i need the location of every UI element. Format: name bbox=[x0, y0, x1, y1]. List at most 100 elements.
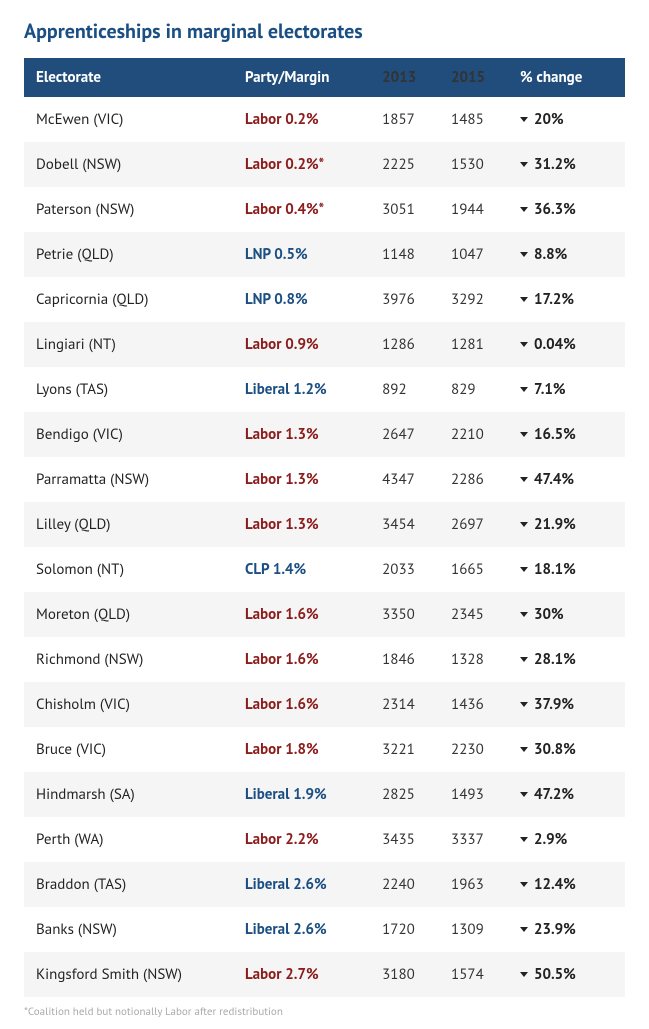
col-electorate: Electorate bbox=[24, 58, 233, 97]
change-value: 0.04% bbox=[534, 335, 576, 354]
cell-change: 47.4% bbox=[508, 457, 625, 502]
table-row: Lyons (TAS)Liberal 1.2%8928297.1% bbox=[24, 367, 625, 412]
cell-electorate: McEwen (VIC) bbox=[24, 97, 233, 142]
cell-2015: 2345 bbox=[439, 592, 508, 637]
cell-electorate: Capricornia (QLD) bbox=[24, 277, 233, 322]
change-value: 12.4% bbox=[534, 875, 576, 894]
cell-2015: 1530 bbox=[439, 142, 508, 187]
cell-electorate: Braddon (TAS) bbox=[24, 862, 233, 907]
cell-party-margin: Labor 0.2%* bbox=[233, 142, 370, 187]
cell-2013: 892 bbox=[370, 367, 439, 412]
cell-change: 0.04% bbox=[508, 322, 625, 367]
caret-down-icon bbox=[520, 612, 528, 617]
table-row: McEwen (VIC)Labor 0.2%1857148520% bbox=[24, 97, 625, 142]
cell-2013: 2225 bbox=[370, 142, 439, 187]
cell-change: 50.5% bbox=[508, 952, 625, 997]
cell-party-margin: Labor 1.6% bbox=[233, 637, 370, 682]
cell-change: 2.9% bbox=[508, 817, 625, 862]
cell-party-margin: Labor 1.3% bbox=[233, 412, 370, 457]
table-row: Solomon (NT)CLP 1.4%2033166518.1% bbox=[24, 547, 625, 592]
cell-party-margin: Liberal 2.6% bbox=[233, 862, 370, 907]
table-row: Banks (NSW)Liberal 2.6%1720130923.9% bbox=[24, 907, 625, 952]
cell-party-margin: Labor 0.2% bbox=[233, 97, 370, 142]
cell-change: 23.9% bbox=[508, 907, 625, 952]
cell-change: 36.3% bbox=[508, 187, 625, 232]
cell-2013: 1720 bbox=[370, 907, 439, 952]
change-value: 16.5% bbox=[534, 425, 576, 444]
cell-electorate: Perth (WA) bbox=[24, 817, 233, 862]
caret-down-icon bbox=[520, 432, 528, 437]
caret-down-icon bbox=[520, 162, 528, 167]
cell-party-margin: Liberal 1.2% bbox=[233, 367, 370, 412]
cell-2013: 4347 bbox=[370, 457, 439, 502]
col-2015: 2015 bbox=[439, 58, 508, 97]
cell-electorate: Lyons (TAS) bbox=[24, 367, 233, 412]
cell-electorate: Banks (NSW) bbox=[24, 907, 233, 952]
cell-change: 30.8% bbox=[508, 727, 625, 772]
change-value: 18.1% bbox=[534, 560, 576, 579]
table-row: Kingsford Smith (NSW)Labor 2.7%318015745… bbox=[24, 952, 625, 997]
caret-down-icon bbox=[520, 207, 528, 212]
cell-electorate: Moreton (QLD) bbox=[24, 592, 233, 637]
caret-down-icon bbox=[520, 342, 528, 347]
cell-2015: 2210 bbox=[439, 412, 508, 457]
caret-down-icon bbox=[520, 567, 528, 572]
caret-down-icon bbox=[520, 477, 528, 482]
cell-electorate: Bruce (VIC) bbox=[24, 727, 233, 772]
change-value: 7.1% bbox=[534, 380, 566, 399]
cell-party-margin: LNP 0.8% bbox=[233, 277, 370, 322]
cell-party-margin: Labor 2.2% bbox=[233, 817, 370, 862]
cell-change: 21.9% bbox=[508, 502, 625, 547]
cell-2015: 1328 bbox=[439, 637, 508, 682]
cell-party-margin: CLP 1.4% bbox=[233, 547, 370, 592]
cell-change: 18.1% bbox=[508, 547, 625, 592]
cell-change: 8.8% bbox=[508, 232, 625, 277]
cell-electorate: Petrie (QLD) bbox=[24, 232, 233, 277]
cell-change: 28.1% bbox=[508, 637, 625, 682]
table-row: Lilley (QLD)Labor 1.3%3454269721.9% bbox=[24, 502, 625, 547]
cell-2013: 3180 bbox=[370, 952, 439, 997]
change-value: 23.9% bbox=[534, 920, 576, 939]
table-row: Paterson (NSW)Labor 0.4%*3051194436.3% bbox=[24, 187, 625, 232]
cell-party-margin: Labor 1.6% bbox=[233, 592, 370, 637]
caret-down-icon bbox=[520, 657, 528, 662]
change-value: 37.9% bbox=[534, 695, 574, 714]
table-row: Moreton (QLD)Labor 1.6%3350234530% bbox=[24, 592, 625, 637]
cell-2015: 1574 bbox=[439, 952, 508, 997]
cell-electorate: Richmond (NSW) bbox=[24, 637, 233, 682]
change-value: 50.5% bbox=[534, 965, 576, 984]
caret-down-icon bbox=[520, 522, 528, 527]
cell-2015: 1281 bbox=[439, 322, 508, 367]
cell-2015: 1436 bbox=[439, 682, 508, 727]
change-value: 8.8% bbox=[534, 245, 567, 264]
cell-2013: 2314 bbox=[370, 682, 439, 727]
cell-2013: 3435 bbox=[370, 817, 439, 862]
change-value: 30.8% bbox=[534, 740, 576, 759]
cell-party-margin: Labor 2.7% bbox=[233, 952, 370, 997]
cell-2013: 2647 bbox=[370, 412, 439, 457]
cell-2013: 3221 bbox=[370, 727, 439, 772]
cell-2015: 1665 bbox=[439, 547, 508, 592]
caret-down-icon bbox=[520, 882, 528, 887]
caret-down-icon bbox=[520, 252, 528, 257]
change-value: 47.2% bbox=[534, 785, 574, 804]
cell-2015: 1485 bbox=[439, 97, 508, 142]
cell-party-margin: LNP 0.5% bbox=[233, 232, 370, 277]
caret-down-icon bbox=[520, 792, 528, 797]
caret-down-icon bbox=[520, 297, 528, 302]
change-value: 30% bbox=[534, 605, 564, 624]
cell-change: 31.2% bbox=[508, 142, 625, 187]
cell-electorate: Chisholm (VIC) bbox=[24, 682, 233, 727]
cell-2015: 1963 bbox=[439, 862, 508, 907]
cell-party-margin: Labor 1.3% bbox=[233, 502, 370, 547]
cell-party-margin: Labor 0.9% bbox=[233, 322, 370, 367]
cell-party-margin: Labor 1.3% bbox=[233, 457, 370, 502]
change-value: 28.1% bbox=[534, 650, 576, 669]
cell-2013: 1148 bbox=[370, 232, 439, 277]
caret-down-icon bbox=[520, 117, 528, 122]
cell-change: 7.1% bbox=[508, 367, 625, 412]
cell-2015: 1493 bbox=[439, 772, 508, 817]
cell-2015: 2230 bbox=[439, 727, 508, 772]
cell-party-margin: Labor 1.8% bbox=[233, 727, 370, 772]
cell-electorate: Paterson (NSW) bbox=[24, 187, 233, 232]
